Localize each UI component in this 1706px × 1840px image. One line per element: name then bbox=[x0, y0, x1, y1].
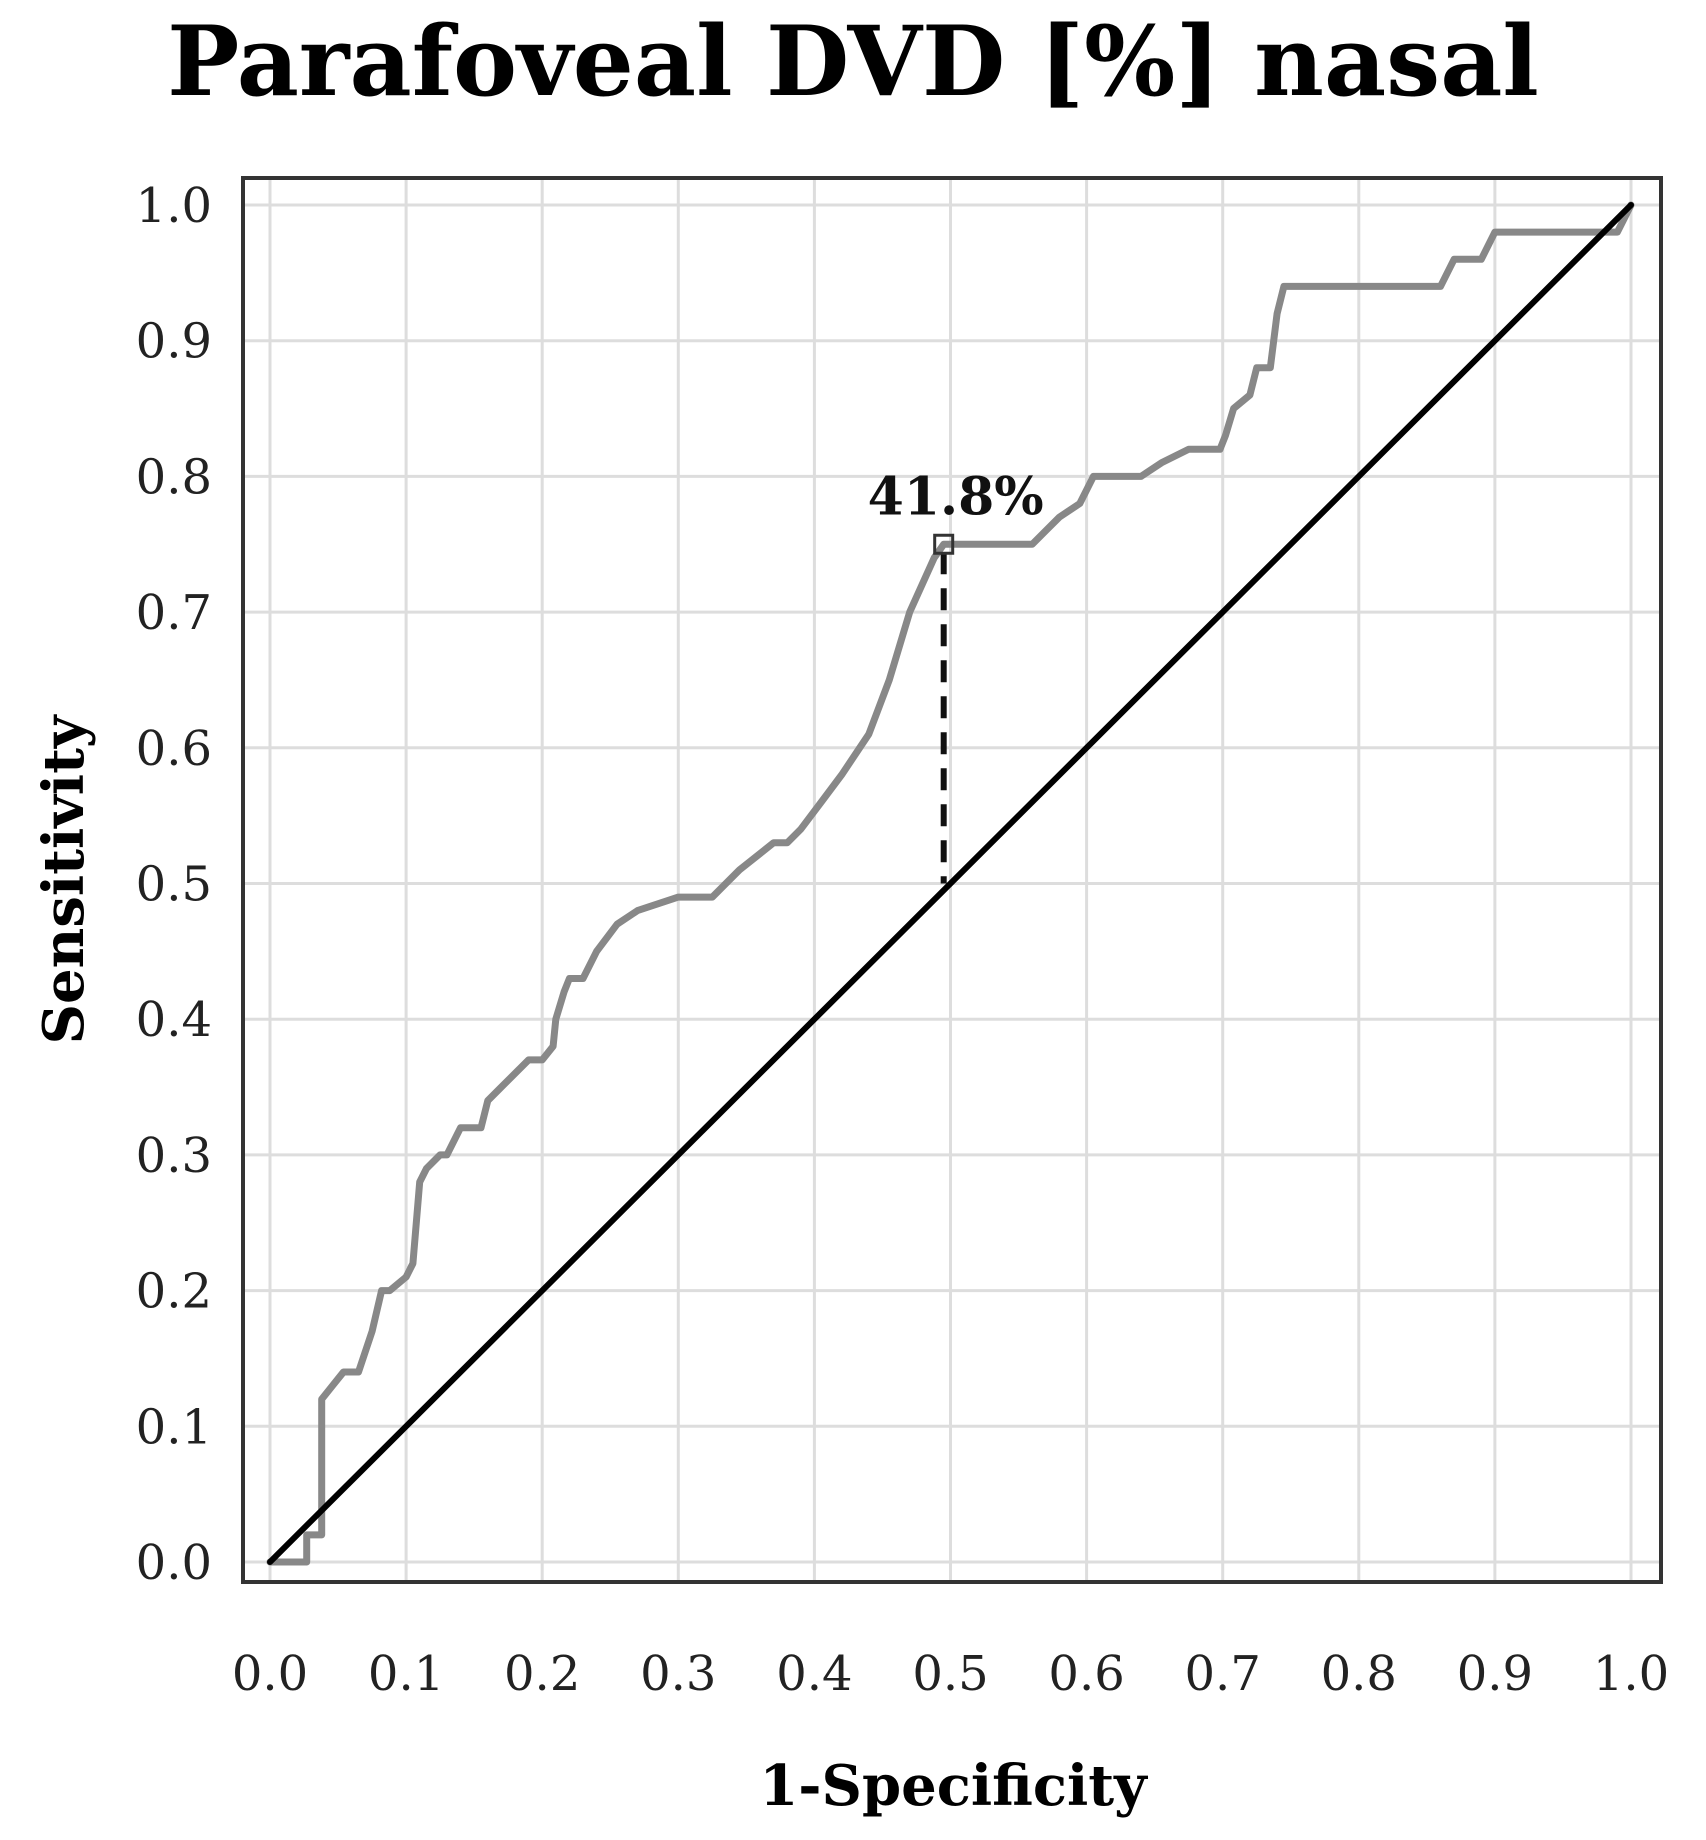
series-lines bbox=[266, 201, 1635, 1566]
grid-lines bbox=[243, 178, 1661, 1582]
y-tick-label: 0.7 bbox=[136, 585, 212, 641]
y-tick-label: 0.5 bbox=[136, 857, 212, 913]
x-tick-label: 0.8 bbox=[1321, 1646, 1397, 1702]
x-tick-label: 0.4 bbox=[776, 1646, 852, 1702]
y-tick-label: 0.9 bbox=[136, 314, 212, 370]
x-tick-label: 0.0 bbox=[232, 1646, 308, 1702]
roc-curve bbox=[266, 201, 1635, 1566]
y-tick-label: 1.0 bbox=[136, 178, 212, 234]
cutoff-point-marker bbox=[933, 533, 955, 555]
tick-labels: 0.0 0.1 0.2 0.3 0.4 0.5 0.6 0.7 0.8 0.9 1.0 0.0 0.1 0… bbox=[136, 178, 1670, 1702]
y-tick-label: 0.2 bbox=[136, 1264, 212, 1320]
y-tick-label: 0.6 bbox=[136, 721, 212, 777]
x-tick-label: 0.3 bbox=[640, 1646, 716, 1702]
x-tick-label: 0.7 bbox=[1185, 1646, 1261, 1702]
x-tick-label: 1.0 bbox=[1593, 1646, 1669, 1702]
y-tick-label: 0.4 bbox=[136, 992, 212, 1048]
x-tick-label: 0.9 bbox=[1457, 1646, 1533, 1702]
chart-title: Parafoveal DVD [%] nasal bbox=[167, 5, 1539, 118]
y-tick-label: 0.0 bbox=[136, 1535, 212, 1591]
y-tick-label: 0.8 bbox=[136, 449, 212, 505]
x-axis-label: 1-Specificity bbox=[759, 1753, 1148, 1819]
x-tick-label: 0.2 bbox=[504, 1646, 580, 1702]
y-axis-label: Sensitivity bbox=[31, 714, 97, 1044]
reference-diagonal bbox=[267, 202, 1634, 1565]
y-tick-label: 0.1 bbox=[136, 1399, 212, 1455]
annotations: 41.8% bbox=[868, 466, 1044, 884]
y-tick-label: 0.3 bbox=[136, 1128, 212, 1184]
x-tick-label: 0.5 bbox=[912, 1646, 988, 1702]
x-tick-label: 0.6 bbox=[1048, 1646, 1124, 1702]
x-tick-label: 0.1 bbox=[368, 1646, 444, 1702]
cutoff-label: 41.8% bbox=[868, 466, 1044, 527]
plot-frame bbox=[241, 176, 1663, 1584]
